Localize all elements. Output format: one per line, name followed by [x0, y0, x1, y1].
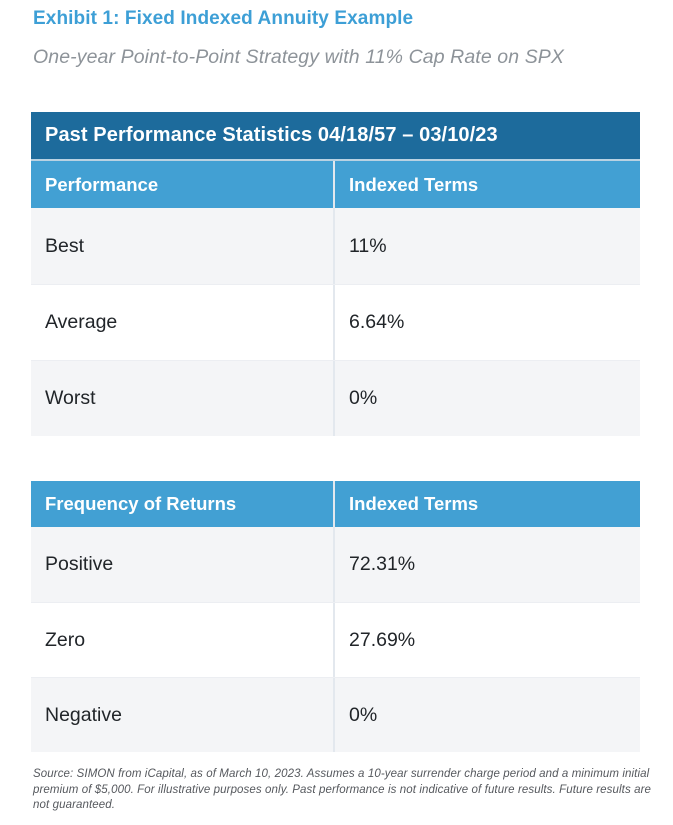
row-value-cell: 11% — [333, 208, 640, 284]
row-label-cell: Worst — [45, 387, 96, 409]
row-value-cell: 6.64% — [333, 285, 640, 360]
row-label-cell: Negative — [45, 703, 122, 726]
table-row-negative: Negative 0% — [31, 677, 640, 752]
table-row-worst: Worst 0% — [31, 360, 640, 436]
table-header-row: Performance Indexed Terms — [31, 161, 640, 208]
column-header-indexed-terms: Indexed Terms — [333, 481, 640, 527]
row-value-cell: 72.31% — [333, 527, 640, 602]
page-subtitle: One-year Point-to-Point Strategy with 11… — [33, 46, 565, 68]
row-label-cell: Positive — [45, 553, 114, 575]
row-value-cell: 27.69% — [333, 603, 640, 677]
table-row-positive: Positive 72.31% — [31, 527, 640, 602]
table-row-best: Best 11% — [31, 208, 640, 284]
row-label-cell: Best — [45, 234, 85, 257]
frequency-of-returns-table: Frequency of Returns Indexed Terms Posit… — [31, 481, 640, 752]
row-label-cell: Zero — [45, 628, 86, 651]
table-row-zero: Zero 27.69% — [31, 602, 640, 677]
table-row-average: Average 6.64% — [31, 284, 640, 360]
past-performance-table: Past Performance Statistics 04/18/57 – 0… — [31, 112, 640, 436]
page-title: Exhibit 1: Fixed Indexed Annuity Example — [33, 8, 414, 29]
row-value-cell: 0% — [333, 678, 640, 752]
source-footnote: Source: SIMON from iCapital, as of March… — [33, 768, 652, 812]
table-header-row: Frequency of Returns Indexed Terms — [31, 481, 640, 527]
column-header-performance: Performance — [45, 173, 159, 195]
row-label-cell: Average — [45, 311, 118, 333]
row-value-cell: 0% — [333, 361, 640, 436]
table-banner: Past Performance Statistics 04/18/57 – 0… — [31, 112, 640, 161]
column-header-indexed-terms: Indexed Terms — [333, 161, 640, 208]
column-header-frequency: Frequency of Returns — [45, 493, 237, 514]
